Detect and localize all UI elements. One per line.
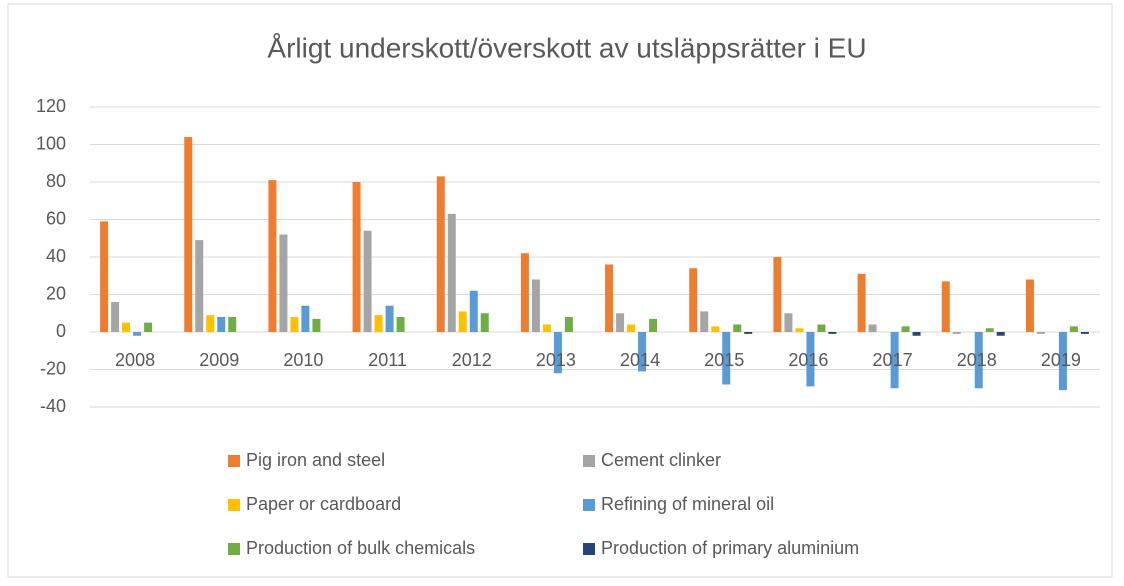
y-tick-label: 80 [46, 171, 66, 191]
y-tick-label: 0 [56, 321, 66, 341]
bar [912, 332, 921, 336]
legend-label: Production of primary aluminium [601, 538, 859, 558]
bar [795, 328, 804, 332]
bar [689, 268, 698, 332]
y-tick-label: -40 [40, 396, 66, 416]
legend-swatch [583, 499, 595, 511]
bar [857, 273, 866, 332]
bar [1036, 332, 1045, 334]
y-tick-label: 120 [36, 96, 66, 116]
bar [773, 257, 782, 332]
legend-swatch [228, 543, 240, 555]
x-tick-label: 2011 [368, 350, 407, 370]
bar [649, 318, 658, 332]
bar [700, 311, 709, 332]
x-tick-label: 2017 [873, 350, 913, 370]
x-tick-label: 2009 [199, 350, 239, 370]
bar [279, 234, 288, 332]
bar [195, 240, 204, 332]
bar [301, 305, 310, 332]
y-tick-label: 20 [46, 283, 66, 303]
bar [941, 281, 950, 332]
y-tick-label: 60 [46, 208, 66, 228]
bar [111, 302, 120, 332]
y-tick-label: 40 [46, 246, 66, 266]
legend-swatch [583, 455, 595, 467]
legend-label: Refining of mineral oil [601, 494, 774, 514]
bar [564, 317, 573, 332]
x-tick-label: 2019 [1041, 350, 1081, 370]
bar [627, 324, 636, 332]
bar [616, 313, 625, 332]
bar [480, 313, 489, 332]
x-tick-label: 2010 [283, 350, 323, 370]
bar [217, 317, 226, 332]
bar [711, 326, 720, 332]
bar [985, 328, 994, 332]
bar [974, 332, 983, 389]
bar [352, 182, 361, 332]
legend-label: Paper or cardboard [246, 494, 401, 514]
bar [520, 253, 529, 332]
bar [290, 317, 299, 332]
legend-label: Cement clinker [601, 450, 721, 470]
legend-label: Pig iron and steel [246, 450, 385, 470]
bar [100, 221, 109, 332]
bar [122, 322, 131, 332]
x-tick-label: 2018 [957, 350, 997, 370]
y-tick-label: -20 [40, 358, 66, 378]
x-tick-label: 2016 [788, 350, 828, 370]
bar [542, 324, 551, 332]
bar [733, 324, 742, 332]
bar [363, 230, 372, 332]
bar [817, 324, 826, 332]
bar [1080, 332, 1089, 334]
bar [531, 279, 540, 332]
x-tick-label: 2013 [536, 350, 576, 370]
bar [396, 317, 405, 332]
bar [638, 332, 647, 372]
bar [206, 315, 215, 332]
bar [374, 315, 383, 332]
x-tick-label: 2008 [115, 350, 155, 370]
bar [458, 311, 467, 332]
bar [447, 213, 456, 332]
bar [385, 305, 394, 332]
y-tick-label: 100 [36, 133, 66, 153]
bar [184, 137, 193, 332]
bar [228, 317, 237, 332]
bar [784, 313, 793, 332]
chart-title: Årligt underskott/överskott av utsläppsr… [267, 32, 866, 63]
bar [868, 324, 877, 332]
bar [144, 322, 153, 332]
bar [1025, 279, 1034, 332]
bar [1069, 326, 1078, 332]
legend-swatch [583, 543, 595, 555]
bar [1058, 332, 1067, 391]
legend-swatch [228, 455, 240, 467]
x-tick-label: 2014 [620, 350, 660, 370]
x-tick-label: 2015 [704, 350, 744, 370]
bar [901, 326, 910, 332]
bar [744, 332, 753, 334]
bar [268, 180, 277, 332]
bar [828, 332, 837, 334]
legend-label: Production of bulk chemicals [246, 538, 475, 558]
bar [605, 264, 614, 332]
bar [722, 332, 731, 385]
x-tick-label: 2012 [452, 350, 492, 370]
bar [996, 332, 1005, 336]
bar [890, 332, 899, 389]
bar [312, 318, 321, 332]
bar [952, 332, 961, 334]
bar [436, 176, 445, 332]
bar [133, 332, 142, 336]
bar [806, 332, 815, 387]
legend-swatch [228, 499, 240, 511]
bar [553, 332, 562, 374]
bar [469, 290, 478, 332]
